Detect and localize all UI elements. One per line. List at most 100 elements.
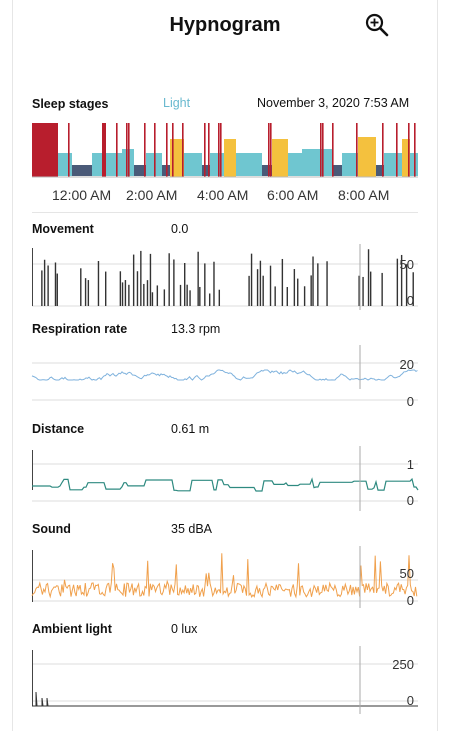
movement-spike [47, 265, 49, 306]
movement-spike [218, 289, 221, 306]
awake-marker [208, 123, 210, 177]
movement-spike [197, 251, 199, 306]
movement-spike [286, 287, 288, 306]
timestamp: November 3, 2020 7:53 AM [257, 96, 410, 110]
stage-segment [384, 153, 402, 176]
movement-value: 0.0 [171, 222, 189, 236]
distance-chart[interactable] [32, 446, 419, 511]
sleep-stages-label: Sleep stages [32, 97, 109, 111]
stage-segment [72, 165, 92, 176]
stage-segment [302, 149, 332, 176]
awake-marker [204, 123, 206, 177]
movement-spike [173, 259, 175, 306]
movement-spike [104, 271, 107, 306]
zoom-in-icon[interactable] [364, 12, 390, 38]
movement-spike [362, 276, 364, 306]
stage-segment [358, 137, 376, 177]
respiration-chart[interactable] [31, 345, 418, 410]
stage-segment [106, 153, 122, 176]
ambient-light-label: Ambient light [32, 622, 112, 636]
movement-spike [156, 285, 159, 306]
respiration-axis-min: 0 [406, 394, 414, 409]
movement-spike [248, 275, 250, 306]
awake-marker [382, 123, 384, 177]
stage-segment [32, 123, 58, 177]
movement-chart[interactable] [32, 244, 418, 314]
movement-spike [143, 283, 145, 306]
movement-spike [400, 254, 403, 306]
awake-marker [104, 123, 106, 177]
sound-chart[interactable] [31, 546, 418, 611]
sound-axis-min: 0 [406, 593, 414, 608]
movement-spike [80, 268, 82, 306]
movement-spike [367, 249, 370, 306]
movement-spike [208, 293, 211, 306]
distance-axis-max: 1 [406, 457, 414, 472]
sound-line [31, 553, 418, 599]
awake-marker [268, 123, 270, 177]
movement-spike [405, 264, 408, 306]
awake-marker [414, 123, 416, 177]
stage-segment [402, 139, 410, 177]
ambient-light-axis-max: 250 [392, 657, 414, 672]
movement-spike [303, 286, 306, 306]
movement-spike [381, 272, 383, 306]
movement-spike [87, 280, 90, 306]
movement-spike [179, 284, 182, 306]
content-frame [12, 0, 438, 731]
hypnogram-chart[interactable] [32, 123, 418, 178]
sound-axis-max: 50 [399, 566, 414, 581]
movement-spike [54, 262, 57, 306]
ambient-light-axis-min: 0 [406, 693, 414, 708]
movement-spike [256, 269, 259, 306]
awake-marker [218, 123, 220, 177]
movement-spike [326, 261, 328, 306]
movement-spike [149, 253, 152, 306]
awake-marker [396, 123, 398, 177]
movement-spike [136, 271, 139, 306]
stage-segment [272, 139, 288, 177]
distance-value: 0.61 m [171, 422, 210, 436]
stage-segment [92, 153, 102, 176]
movement-spike [121, 282, 124, 306]
awake-marker [126, 123, 128, 177]
movement-spike [41, 270, 43, 306]
movement-spike [124, 280, 127, 306]
movement-spike [310, 275, 312, 306]
stage-segment [210, 153, 224, 176]
awake-marker [128, 123, 130, 177]
movement-spike [168, 253, 170, 306]
current-stage: Light [163, 96, 191, 110]
movement-spike [396, 258, 399, 306]
stage-segment [134, 165, 146, 176]
awake-marker [322, 123, 324, 177]
respiration-line [31, 369, 418, 381]
movement-spike [163, 289, 166, 306]
stage-segment [236, 153, 262, 176]
time-tick-5: 8:00 AM [338, 187, 390, 203]
ambient-light-value: 0 lux [171, 622, 198, 636]
stage-segment [224, 139, 236, 177]
awake-marker [144, 123, 146, 177]
movement-spike [151, 292, 154, 306]
ambient-light-chart[interactable] [32, 646, 418, 714]
awake-marker [320, 123, 322, 177]
movement-spike [189, 290, 191, 306]
movement-spike [199, 286, 201, 306]
movement-spike [262, 275, 264, 306]
time-tick-1: 12:00 AM [52, 187, 112, 203]
movement-label: Movement [32, 222, 94, 236]
respiration-label: Respiration rate [32, 322, 128, 336]
movement-spike [412, 272, 414, 306]
movement-spike [140, 250, 142, 306]
movement-spike [369, 271, 372, 306]
awake-marker [116, 123, 118, 177]
movement-spike [297, 278, 299, 306]
stage-segment [262, 165, 272, 176]
movement-spike [84, 278, 87, 306]
movement-spike [128, 284, 130, 306]
distance-axis-min: 0 [406, 493, 414, 508]
awake-marker [332, 123, 334, 177]
stage-segment [58, 153, 72, 176]
movement-spike [132, 254, 135, 306]
